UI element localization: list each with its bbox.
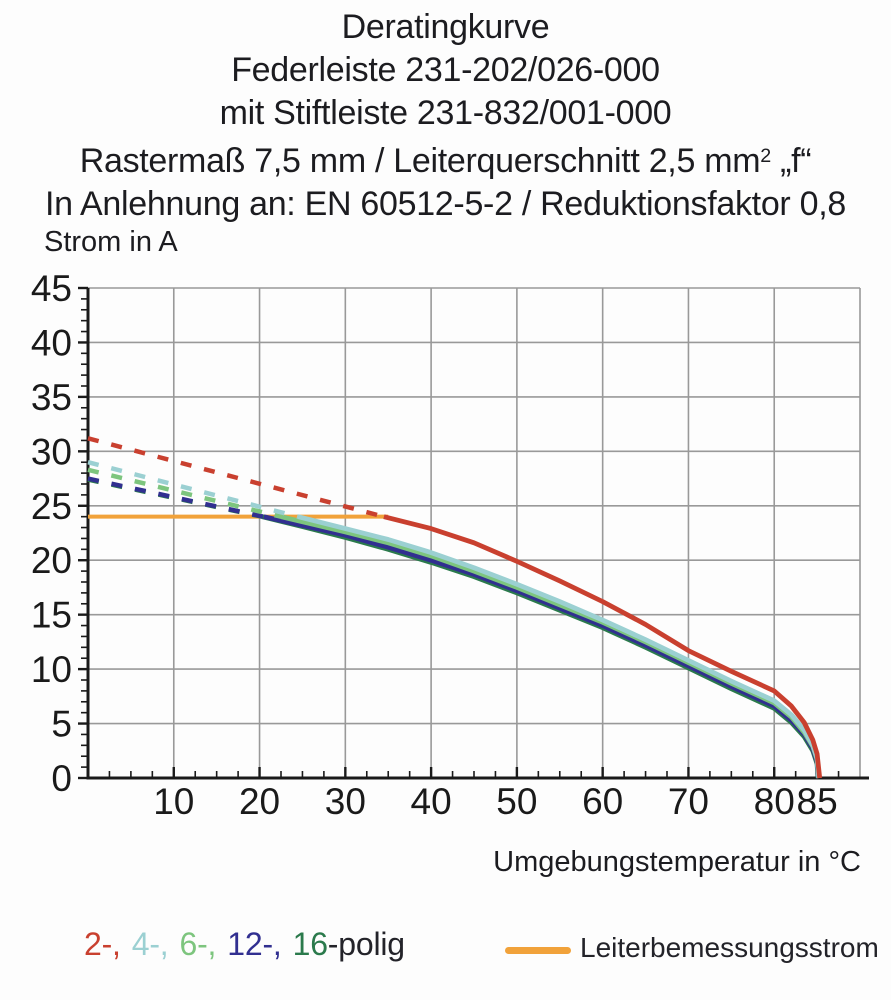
y-tick-label: 40: [31, 322, 72, 363]
y-tick-label: 45: [31, 268, 72, 309]
title-line-2: Federleiste 231-202/026-000: [231, 51, 660, 89]
title-line-4: Rastermaß 7,5 mm / Leiterquerschnitt 2,5…: [79, 142, 812, 180]
series-solid-4-polig: [297, 514, 822, 779]
rated-current-line-swatch: [505, 947, 571, 954]
x-tick-label: 20: [239, 781, 280, 822]
series-solid-6-polig: [280, 514, 822, 779]
legend-pole-2-polig: 2-,: [84, 926, 121, 962]
series-dashed-12-polig: [87, 476, 265, 519]
series-curves: [87, 436, 823, 779]
y-tick-label: 25: [31, 486, 72, 527]
title-line-1: Deratingkurve: [341, 8, 550, 46]
legend-pole-4-polig: 4-,: [131, 926, 169, 962]
x-tick-label: 10: [153, 781, 194, 822]
title-line-3: mit Stiftleiste 231-832/001-000: [219, 94, 672, 132]
y-tick-label: 15: [31, 595, 72, 636]
grid-lines: [88, 287, 861, 778]
series-dashed-4-polig: [87, 460, 299, 519]
legend-pole-12-polig: 12-,: [227, 926, 282, 962]
rated-current-label: Leiterbemessungsstrom: [580, 932, 879, 963]
tick-labels: 10 20 30 40 50 60 70 80 85 0 5 10 15 20 25 30 35 40 45: [31, 268, 838, 822]
title-block: Deratingkurve Federleiste 231-202/026-00…: [0, 6, 891, 226]
legend-pole-suffix: -polig: [327, 926, 405, 962]
axes: [78, 286, 869, 780]
series-dashed-6-polig: [87, 467, 282, 519]
title-line-5: In Anlehnung an: EN 60512-5-2 / Reduktio…: [45, 185, 846, 223]
legend-pole-counts: 2-, 4-, 6-, 12-, 16-polig: [84, 926, 405, 963]
y-tick-label: 35: [31, 377, 72, 418]
x-tick-label: 40: [411, 781, 452, 822]
y-tick-label: 0: [51, 758, 72, 799]
y-tick-label: 30: [31, 431, 72, 472]
superscript-2: 2: [760, 145, 771, 167]
x-tick-label: 70: [668, 781, 709, 822]
y-tick-label: 5: [51, 704, 72, 745]
x-tick-label: 30: [325, 781, 366, 822]
x-axis-title: Umgebungstemperatur in °C: [493, 846, 861, 878]
y-tick-label: 20: [31, 540, 72, 581]
series-dashed-2-polig: [87, 436, 385, 519]
x-tick-label: 80: [754, 781, 795, 822]
legend-pole-16-polig: 16: [292, 926, 328, 962]
legend-pole-6-polig: 6-,: [179, 926, 217, 962]
x-tick-label: 85: [797, 781, 838, 822]
y-axis-title: Strom in A: [44, 226, 178, 258]
y-tick-label: 10: [31, 649, 72, 690]
x-tick-label: 50: [496, 781, 537, 822]
x-tick-label: 60: [582, 781, 623, 822]
series-solid-12-polig: [263, 514, 821, 779]
series-solid-2-polig: [383, 514, 823, 779]
